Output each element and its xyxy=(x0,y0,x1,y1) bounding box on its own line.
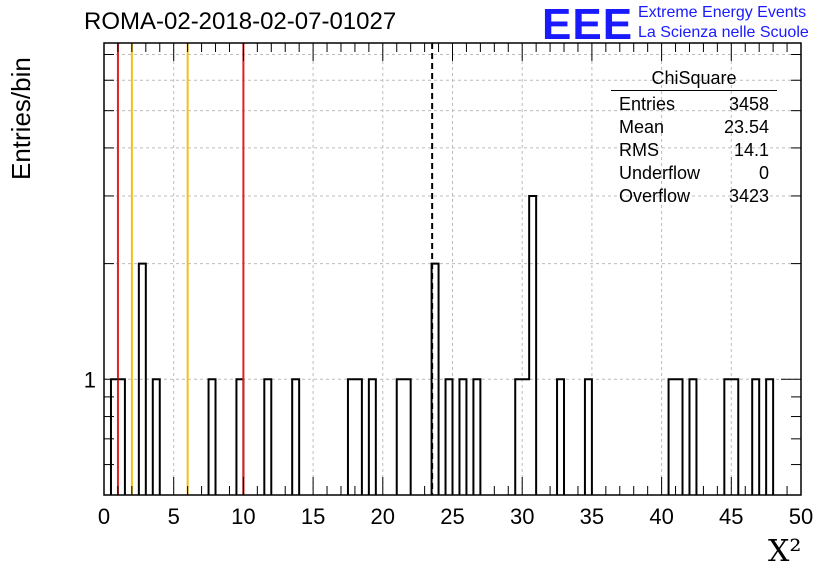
stats-row-entries: Entries 3458 xyxy=(611,93,777,116)
stats-row-mean: Mean 23.54 xyxy=(611,116,777,139)
stats-row-overflow: Overflow 3423 xyxy=(611,185,777,208)
stats-label: Overflow xyxy=(619,186,691,206)
stats-value: 0 xyxy=(758,163,769,183)
x-tick-label: 50 xyxy=(789,504,813,529)
stats-value: 3423 xyxy=(728,186,769,206)
stats-title: ChiSquare xyxy=(611,68,777,91)
x-tick-label: 35 xyxy=(580,504,604,529)
stats-label: RMS xyxy=(619,140,659,160)
stats-label: Underflow xyxy=(619,163,701,183)
stats-row-rms: RMS 14.1 xyxy=(611,139,777,162)
logo-line-2: La Scienza nelle Scuole xyxy=(638,24,809,41)
stats-label: Mean xyxy=(619,117,665,137)
stats-row-underflow: Underflow 0 xyxy=(611,162,777,185)
histogram-bins xyxy=(109,194,775,495)
stats-value: 3458 xyxy=(728,94,769,114)
x-tick-label: 15 xyxy=(301,504,325,529)
x-axis-label: X² xyxy=(768,534,802,569)
stats-box: ChiSquare Entries 3458 Mean 23.54 RMS 14… xyxy=(611,68,777,208)
x-tick-label: 20 xyxy=(371,504,395,529)
stats-value: 14.1 xyxy=(733,140,769,160)
logo-line-1: Extreme Energy Events xyxy=(638,4,807,21)
x-tick-label: 30 xyxy=(510,504,534,529)
x-tick-label: 10 xyxy=(231,504,255,529)
x-tick-label: 5 xyxy=(168,504,180,529)
chart-title: ROMA-02-2018-02-07-01027 xyxy=(84,8,397,35)
stats-label: Entries xyxy=(619,94,676,114)
eee-logo: EEE xyxy=(542,0,634,49)
x-tick-label: 25 xyxy=(440,504,464,529)
x-tick-label: 40 xyxy=(649,504,673,529)
stats-value: 23.54 xyxy=(723,117,769,137)
y-tick-label: 1 xyxy=(84,367,96,392)
y-axis-label: Entries/bin xyxy=(6,57,36,180)
x-tick-label: 45 xyxy=(719,504,743,529)
x-tick-label: 0 xyxy=(98,504,110,529)
